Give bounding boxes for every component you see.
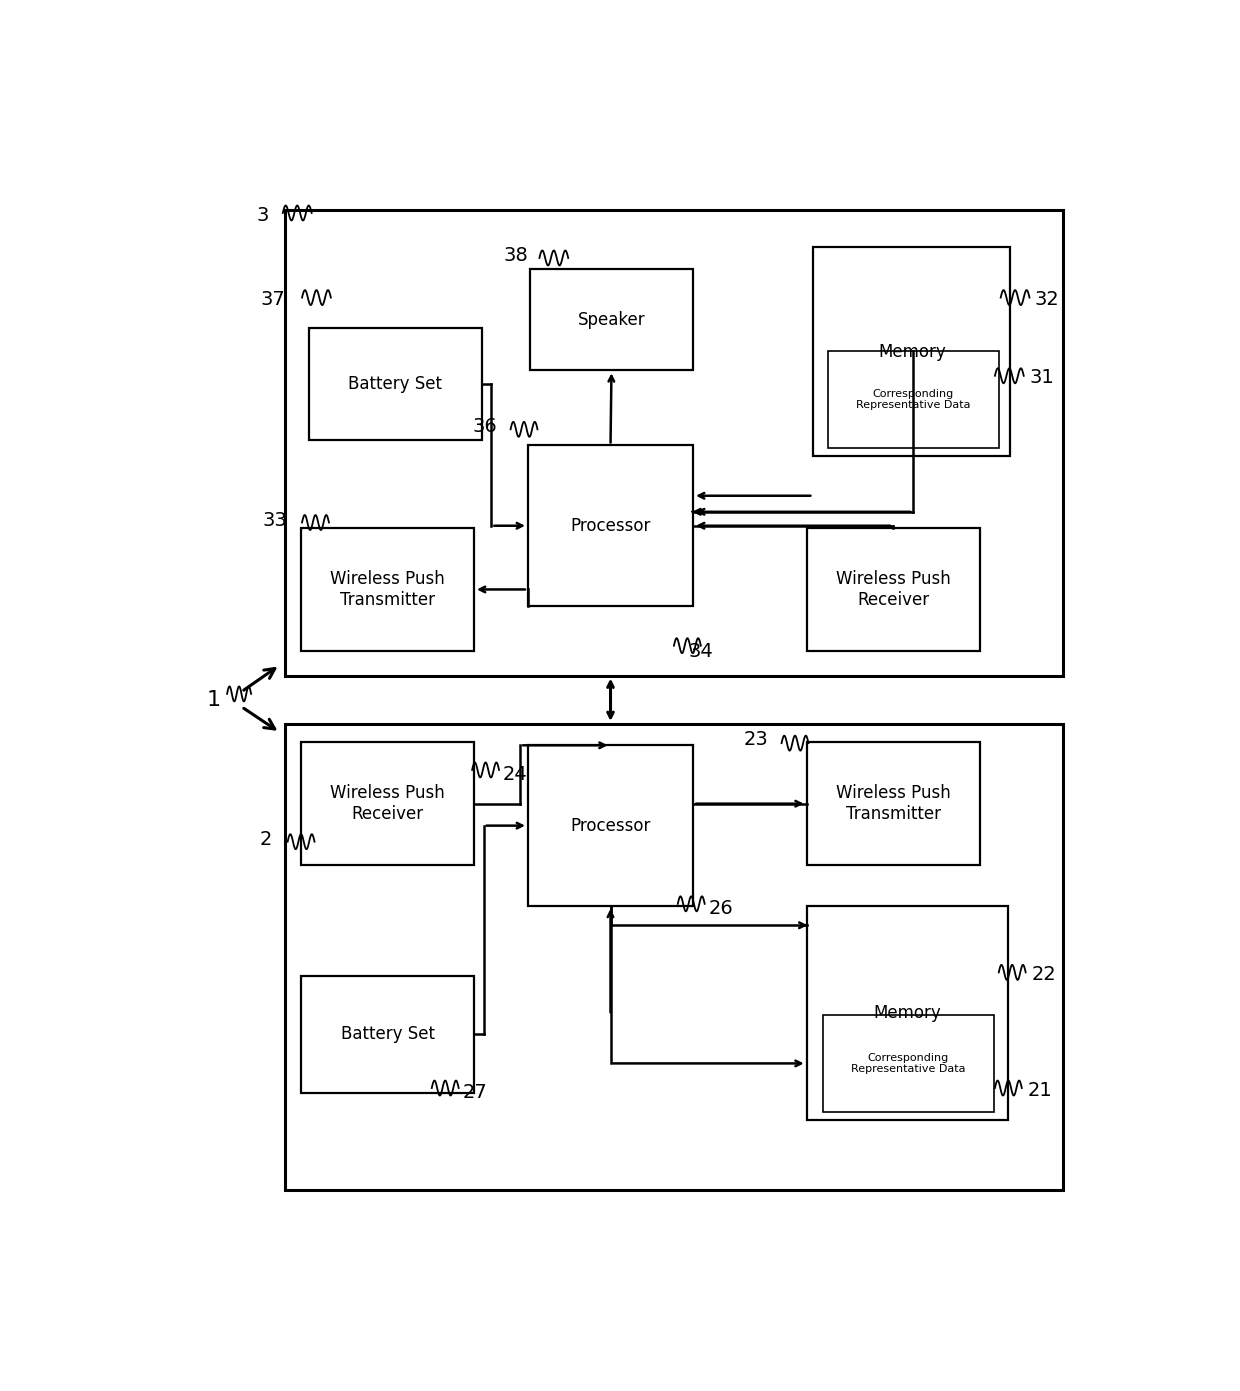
Bar <box>823 1015 994 1111</box>
Text: Memory: Memory <box>878 342 946 360</box>
Text: 2: 2 <box>260 830 273 849</box>
Text: Speaker: Speaker <box>578 310 645 328</box>
Bar <box>528 445 693 606</box>
Bar <box>301 527 474 651</box>
Bar <box>301 975 474 1093</box>
Text: Corresponding
Representative Data: Corresponding Representative Data <box>851 1053 966 1074</box>
Text: 37: 37 <box>260 291 285 309</box>
Bar <box>806 527 980 651</box>
Text: Memory: Memory <box>874 1004 941 1022</box>
Text: 3: 3 <box>255 206 268 224</box>
Text: Wireless Push
Receiver: Wireless Push Receiver <box>836 570 950 609</box>
Text: 24: 24 <box>503 765 528 783</box>
Text: 38: 38 <box>503 246 528 266</box>
Bar <box>828 351 998 448</box>
Text: 26: 26 <box>708 899 733 918</box>
Text: 1: 1 <box>206 690 221 711</box>
Bar <box>806 906 1008 1120</box>
Text: 27: 27 <box>463 1082 487 1102</box>
Text: Corresponding
Representative Data: Corresponding Representative Data <box>856 388 971 410</box>
Bar <box>529 268 693 370</box>
Text: Wireless Push
Transmitter: Wireless Push Transmitter <box>330 570 445 609</box>
Text: Wireless Push
Transmitter: Wireless Push Transmitter <box>836 785 950 823</box>
Text: Processor: Processor <box>570 516 651 534</box>
Text: 21: 21 <box>1028 1081 1053 1100</box>
Text: Processor: Processor <box>570 817 651 835</box>
Text: 31: 31 <box>1029 369 1054 388</box>
Bar <box>806 741 980 865</box>
Text: 34: 34 <box>688 641 713 661</box>
Text: Battery Set: Battery Set <box>341 1025 434 1043</box>
Bar <box>309 328 481 440</box>
Text: 33: 33 <box>263 510 288 530</box>
Bar <box>813 248 1011 456</box>
Text: Battery Set: Battery Set <box>348 374 443 392</box>
Text: 32: 32 <box>1034 291 1059 309</box>
Text: Wireless Push
Receiver: Wireless Push Receiver <box>330 785 445 823</box>
Bar <box>285 723 1063 1189</box>
Bar <box>301 741 474 865</box>
Text: 23: 23 <box>743 730 768 750</box>
Text: 36: 36 <box>472 417 497 435</box>
Text: 22: 22 <box>1032 965 1056 983</box>
Bar <box>528 746 693 906</box>
Bar <box>285 210 1063 676</box>
